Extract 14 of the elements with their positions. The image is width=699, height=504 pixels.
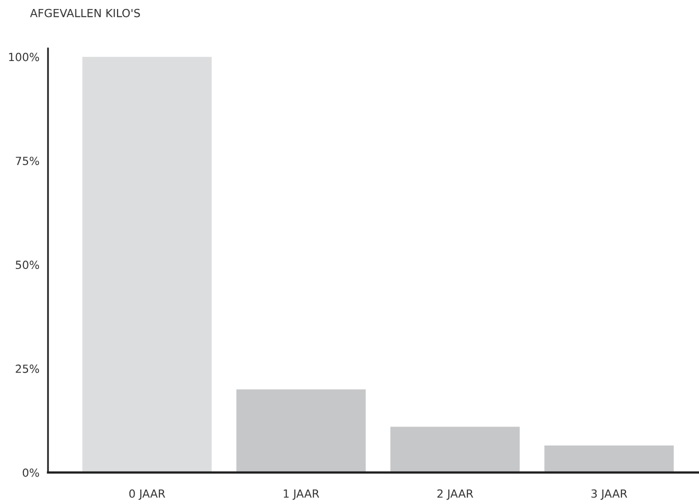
bar: [390, 426, 520, 472]
bar: [544, 445, 674, 472]
x-tick-label: 3 JAAR: [591, 489, 628, 500]
y-tick-label: 100%: [9, 52, 40, 62]
y-tick-label: 50%: [16, 260, 40, 270]
y-tick-label: 25%: [16, 364, 40, 373]
x-tick-label: 0 JAAR: [129, 489, 166, 500]
bar: [82, 56, 212, 472]
y-tick-label: 0%: [22, 468, 40, 477]
bar: [236, 389, 366, 472]
y-tick-label: 75%: [16, 156, 40, 166]
chart-title: AFGEVALLEN KILO'S: [30, 8, 140, 18]
x-tick-label: 1 JAAR: [284, 490, 320, 500]
x-tick-label: 2 JAAR: [437, 489, 474, 500]
